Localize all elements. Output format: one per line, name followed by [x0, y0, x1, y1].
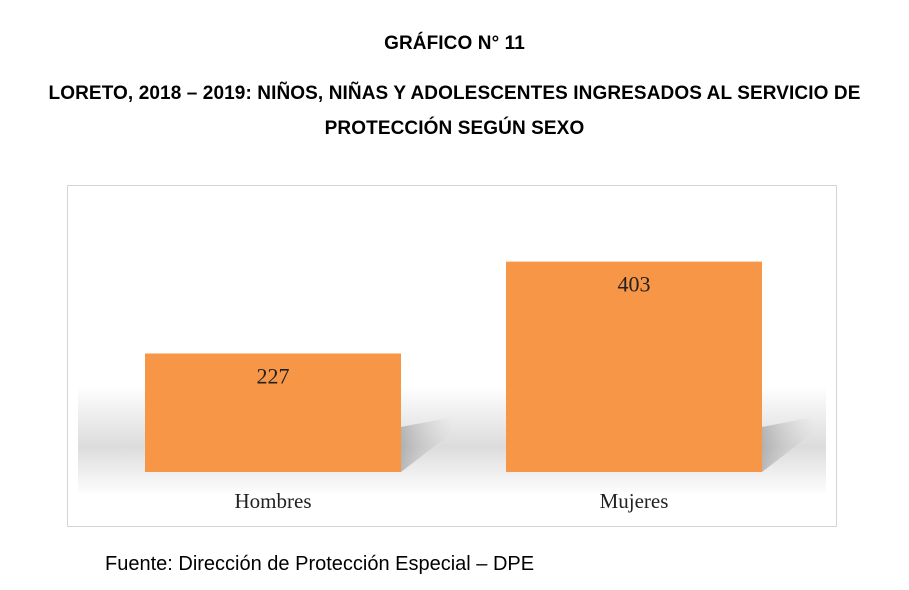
data-label: 403: [618, 272, 651, 297]
figure-number: GRÁFICO N° 11: [384, 33, 525, 54]
category-labels: Hombres Mujeres: [235, 489, 669, 513]
chart-area: 227 403 Hombres Mujeres: [67, 185, 837, 527]
bar-shadows: [401, 417, 814, 472]
data-labels: 227 403: [257, 272, 651, 389]
chart-title-line-2: PROTECCIÓN SEGÚN SEXO: [324, 118, 585, 139]
bar-shadow: [401, 417, 453, 472]
category-label: Hombres: [235, 489, 312, 513]
bar-hombres: [145, 353, 401, 472]
source-note: Fuente: Dirección de Protección Especial…: [105, 553, 535, 575]
bar-chart: 227 403 Hombres Mujeres: [78, 261, 826, 513]
bar-mujeres: [506, 261, 762, 472]
bar-shadow: [762, 417, 814, 472]
chart-title-line-1: LORETO, 2018 – 2019: NIÑOS, NIÑAS Y ADOL…: [48, 83, 861, 104]
bars: [145, 261, 762, 472]
data-label: 227: [257, 364, 290, 389]
category-label: Mujeres: [600, 489, 669, 513]
